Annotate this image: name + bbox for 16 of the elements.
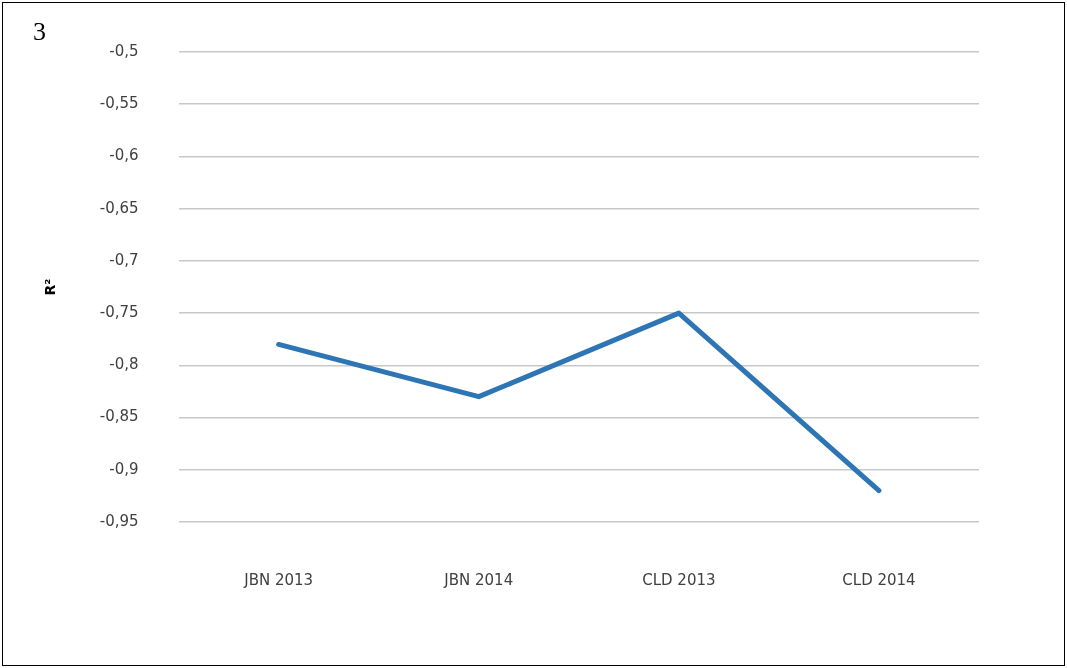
x-tick-label: JBN 2014: [443, 570, 514, 589]
y-tick-label: -0,7: [109, 250, 139, 269]
y-tick-label: -0,5: [109, 41, 139, 60]
y-tick-label: -0,85: [99, 407, 139, 426]
x-tick-label: CLD 2014: [842, 570, 916, 589]
x-tick-label: CLD 2013: [642, 570, 716, 589]
y-tick-label: -0,6: [109, 146, 139, 165]
text: 3: [33, 17, 46, 47]
y-tick-label: -0,9: [109, 459, 139, 478]
y-tick-label: -0,65: [99, 198, 139, 217]
y-tick-label: -0,8: [109, 355, 139, 374]
y-tick-label: -0,95: [99, 511, 139, 530]
y-axis-title: R²: [42, 278, 59, 296]
y-tick-label: -0,75: [99, 303, 139, 321]
x-tick-label: JBN 2013: [243, 570, 314, 589]
y-tick-label: -0,55: [99, 94, 139, 113]
